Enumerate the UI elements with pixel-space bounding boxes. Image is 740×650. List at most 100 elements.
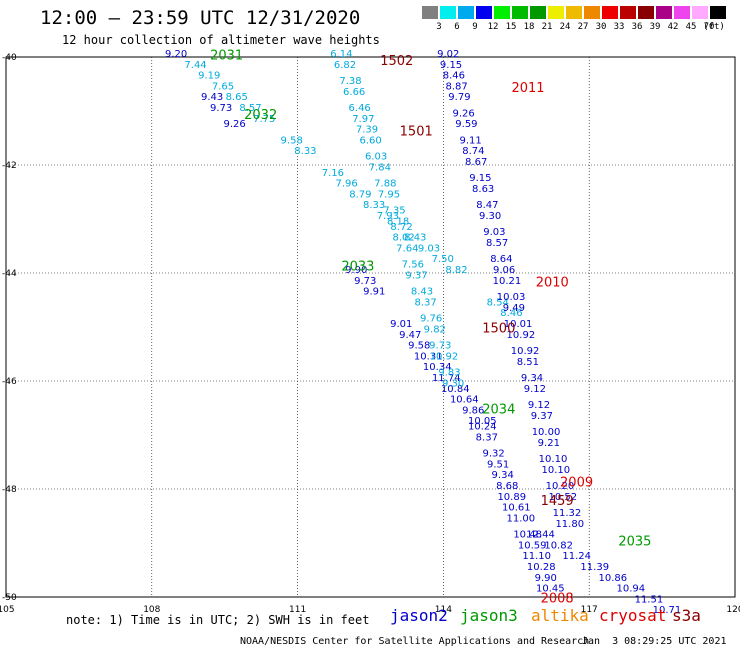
legend-swatch (710, 6, 726, 19)
swh-value: 11.00 (507, 513, 536, 524)
footer-note: note: 1) Time is in UTC; 2) SWH is in fe… (66, 613, 370, 627)
legend-label: 6 (454, 22, 460, 32)
chart-subtitle: 12 hour collection of altimeter wave hei… (62, 33, 380, 47)
swh-value: 9.03 (418, 243, 440, 254)
swh-value: 6.14 (330, 49, 352, 60)
swh-value: 6.46 (349, 103, 371, 114)
swh-value: 9.73 (210, 103, 232, 114)
swh-value: 7.96 (335, 179, 357, 190)
swh-value: 8.46 (443, 71, 465, 82)
swh-value: 11.24 (562, 551, 591, 562)
legend-label: 18 (523, 22, 535, 32)
swh-value: 8.37 (476, 432, 498, 443)
swh-value: 6.60 (360, 135, 382, 146)
swh-value: 9.19 (198, 71, 220, 82)
swh-value: 10.34 (423, 362, 452, 373)
swh-value: 9.26 (452, 108, 474, 119)
pass-label: 2035 (618, 535, 651, 550)
swh-value: 7.56 (402, 260, 424, 271)
swh-value: 9.06 (493, 265, 515, 276)
swh-value: 8.68 (496, 481, 518, 492)
pass-label: 2031 (210, 49, 243, 64)
legend-label: 42 (667, 22, 679, 32)
swh-value: 8.18 (387, 216, 409, 227)
swh-value: 7.16 (322, 168, 344, 179)
legend-swatch (656, 6, 672, 19)
swh-value: 7.35 (383, 206, 405, 217)
x-tick-label: 120 (726, 605, 740, 615)
legend-swatch (440, 6, 456, 19)
legend-label: 70 (703, 22, 715, 32)
swh-value: 8.54 (487, 297, 509, 308)
swh-value: 9.26 (224, 119, 246, 130)
pass-label: 2032 (244, 108, 277, 123)
pass-label: 2011 (511, 81, 544, 96)
legend-label: 36 (631, 22, 643, 32)
swh-value: 10.24 (468, 422, 497, 433)
pass-label: 2009 (560, 475, 593, 490)
y-tick-label: -46 (2, 377, 17, 387)
swh-value: 8.51 (517, 357, 539, 368)
pass-label: 1501 (400, 124, 433, 139)
swh-value: 10.92 (430, 351, 459, 362)
swh-value: 9.34 (521, 373, 543, 384)
swh-value: 9.49 (503, 303, 525, 314)
y-tick-label: -40 (2, 53, 17, 63)
swh-value: 9.91 (363, 287, 385, 298)
footer-credit: NOAA/NESDIS Center for Satellite Applica… (240, 636, 590, 647)
swh-value: 8.63 (472, 184, 494, 195)
swh-value: 7.65 (212, 81, 234, 92)
swh-value: 8.72 (390, 222, 412, 233)
swh-value: 10.45 (536, 584, 565, 595)
swh-value: 9.20 (165, 49, 187, 60)
swh-value: 9.73 (354, 276, 376, 287)
pass-label: 2033 (341, 259, 374, 274)
swh-value: 11.32 (553, 508, 582, 519)
swh-value: 10.01 (504, 319, 533, 330)
legend-swatch (674, 6, 690, 19)
legend-label: 21 (541, 22, 553, 32)
legend-swatch (530, 6, 546, 19)
swh-value: 9.01 (390, 319, 412, 330)
legend-swatch (476, 6, 492, 19)
swh-value: 9.43 (201, 92, 223, 103)
swh-value: 11.74 (432, 373, 461, 384)
y-tick-label: -44 (2, 269, 17, 279)
swh-value: 8.79 (349, 189, 371, 200)
legend-swatch (566, 6, 582, 19)
swh-value: 10.92 (511, 346, 540, 357)
swh-value: 9.82 (424, 324, 446, 335)
legend-label: 12 (487, 22, 499, 32)
swh-value: 10.64 (450, 395, 479, 406)
legend-swatch (620, 6, 636, 19)
swh-value: 9.58 (281, 135, 303, 146)
legend-swatch (494, 6, 510, 19)
swh-value: 9.30 (479, 211, 501, 222)
legend-swatch (692, 6, 708, 19)
satellite-jason2: jason2 (390, 606, 448, 625)
swh-value: 10.82 (544, 540, 573, 551)
pass-label: 2008 (541, 591, 574, 606)
swh-value: 9.51 (487, 459, 509, 470)
swh-value: 6.66 (343, 87, 365, 98)
swh-value: 9.37 (405, 270, 427, 281)
swh-value: 9.59 (455, 119, 477, 130)
swh-value: 7.75 (253, 114, 275, 125)
swh-value: 9.79 (448, 92, 470, 103)
swh-value: 9.58 (408, 341, 430, 352)
legend-label: 15 (505, 22, 517, 32)
footer-timestamp: Jan 3 08:29:25 UTC 2021 (582, 636, 727, 647)
legend-swatch (422, 6, 438, 19)
swh-value: 9.03 (483, 227, 505, 238)
swh-value: 8.64 (490, 254, 512, 265)
x-tick-label: 108 (143, 605, 160, 615)
swh-value: 10.59 (518, 540, 547, 551)
swh-value: 7.84 (369, 162, 391, 173)
swh-value: 10.71 (653, 605, 682, 616)
swh-value: 9.15 (469, 173, 491, 184)
swh-value: 8.43 (404, 233, 426, 244)
swh-value: 9.12 (528, 400, 550, 411)
swh-value: 10.52 (548, 492, 577, 503)
swh-value: 10.21 (493, 276, 522, 287)
